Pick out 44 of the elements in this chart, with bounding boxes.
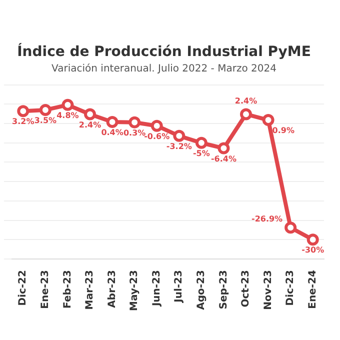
chart-title: Índice de Producción Industrial PyME xyxy=(17,43,311,60)
data-label: -6.4% xyxy=(210,154,236,164)
x-tick-label: Jul-23 xyxy=(174,270,185,304)
x-tick-label: Sep-23 xyxy=(218,270,230,310)
point xyxy=(17,105,30,118)
x-tick-label: May-23 xyxy=(129,270,140,312)
x-tick-label: Mar-23 xyxy=(84,270,96,310)
data-label: -30% xyxy=(302,246,324,255)
data-label: -5% xyxy=(192,148,210,158)
data-label: 2.4% xyxy=(78,120,102,130)
point xyxy=(173,130,186,142)
data-label: 0.4% xyxy=(101,128,124,138)
chart-subtitle: Variación interanual. Julio 2022 - Marzo 2024 xyxy=(52,63,276,74)
point xyxy=(106,116,118,128)
data-label: -3.2% xyxy=(166,142,192,151)
point xyxy=(128,116,141,128)
x-tick-label: Ago-23 xyxy=(196,270,208,310)
x-tick-label: Feb-23 xyxy=(62,270,74,308)
data-label: 4.8% xyxy=(56,111,79,120)
x-tick-label: Ene-24 xyxy=(307,270,318,309)
x-tick-label: Jun-23 xyxy=(151,270,162,308)
point xyxy=(62,98,74,111)
x-tick-label: Nov-23 xyxy=(262,270,274,310)
x-tick-label: Dic-23 xyxy=(285,270,296,306)
point xyxy=(150,120,163,132)
data-label: 3.5% xyxy=(34,116,57,126)
data-label: -26.9% xyxy=(251,214,283,224)
data-label: -0.6% xyxy=(144,132,170,141)
point xyxy=(84,108,96,120)
x-tick-label: Abr-23 xyxy=(106,270,118,308)
point xyxy=(39,104,52,116)
x-tick-label: Ene-23 xyxy=(40,270,52,309)
point xyxy=(284,222,297,234)
data-label: 0.9% xyxy=(272,126,294,136)
x-tick-label: Oct-23 xyxy=(240,270,252,308)
data-label: 2.4% xyxy=(234,96,258,106)
data-label: 3.2% xyxy=(12,117,34,126)
point xyxy=(218,142,230,154)
point xyxy=(240,108,252,120)
point xyxy=(306,234,319,246)
x-tick-label: Dic-22 xyxy=(18,270,29,306)
point xyxy=(262,114,274,126)
data-label: 0.3% xyxy=(123,128,146,138)
point xyxy=(195,136,208,149)
